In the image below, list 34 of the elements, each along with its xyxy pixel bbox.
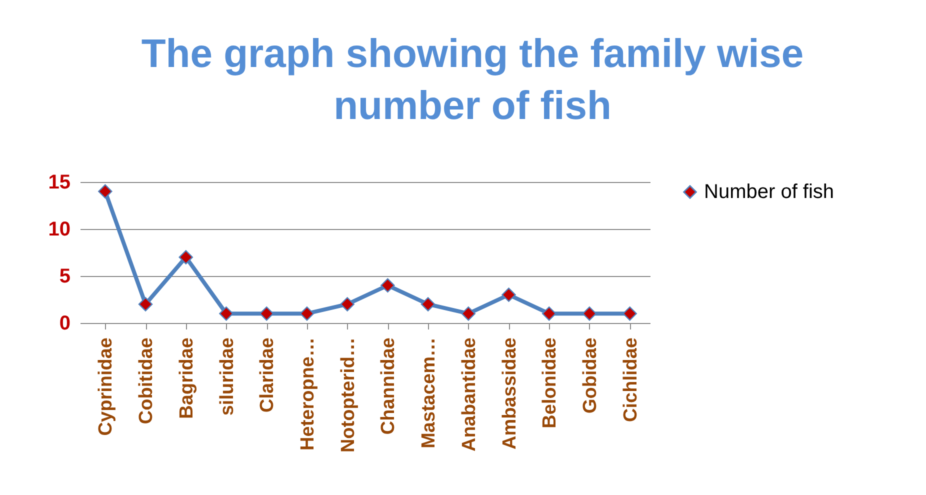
x-tick-label: Notopterid… [338, 338, 359, 453]
chart-title: The graph showing the family wise number of fish [141, 32, 804, 128]
legend-label: Number of fish [704, 181, 834, 203]
point [340, 297, 354, 312]
point [219, 306, 234, 321]
point [380, 278, 395, 293]
y-tick-label: 0 [59, 312, 70, 334]
x-tick-label: Bagridae [176, 338, 198, 419]
x-tick-label: siluridae [216, 338, 238, 416]
x-tick-label: Cyprinidae [96, 338, 117, 436]
point [178, 250, 194, 264]
x-tick-label: Cichlidae [620, 338, 642, 422]
x-tick-label: Heteropne… [297, 338, 318, 450]
y-tick-label: 15 [48, 172, 70, 194]
x-tick-label: Mastacem… [418, 338, 440, 448]
x-tick-label: Anabantidae [458, 338, 480, 452]
x-tick-label: Gobidae [580, 338, 601, 414]
x-tick-label: Cobitidae [136, 338, 158, 424]
y-tick-label: 5 [59, 266, 70, 288]
point [420, 297, 436, 312]
x-tick-label: Claridae [257, 338, 278, 412]
x-tick-label: Ambassidae [499, 338, 520, 450]
point [502, 288, 516, 302]
point [138, 297, 153, 312]
point [542, 306, 556, 321]
point [582, 306, 597, 321]
point [300, 306, 314, 321]
point [622, 306, 637, 321]
y-tick-label: 10 [48, 218, 70, 240]
x-tick-label: Channidae [378, 338, 400, 435]
point [259, 306, 274, 321]
x-tick-label: Belonidae [540, 338, 561, 428]
point [98, 184, 112, 199]
point [461, 306, 476, 321]
